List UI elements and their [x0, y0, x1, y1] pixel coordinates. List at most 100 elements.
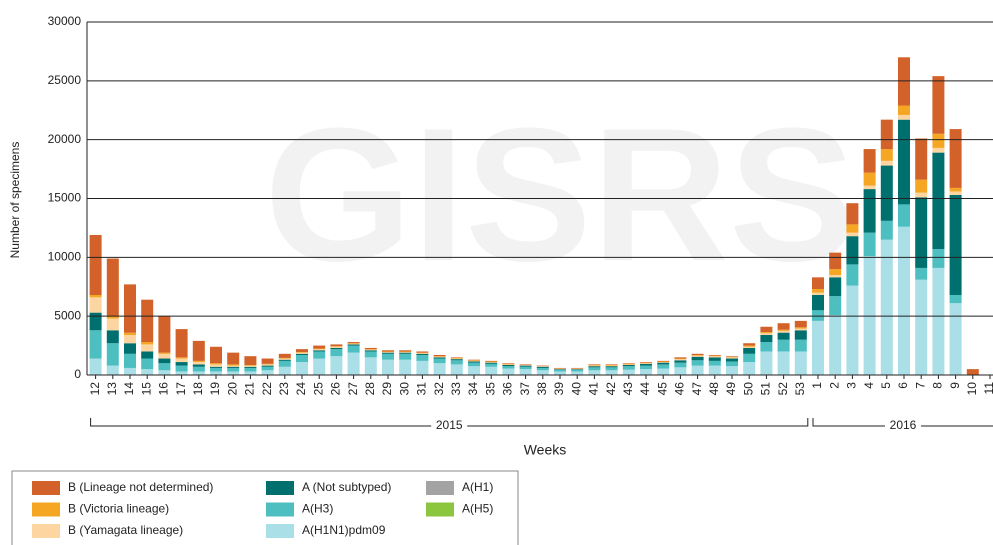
y-tick-label: 15000: [48, 191, 82, 205]
bar-segment: [898, 105, 910, 115]
watermark: GISRS: [264, 89, 855, 301]
bar-segment: [296, 362, 308, 375]
y-tick-label: 5000: [54, 308, 81, 322]
x-tick-label: 41: [587, 382, 601, 396]
bar-segment: [450, 357, 463, 359]
bar-segment: [829, 252, 842, 270]
bar-segment: [812, 292, 824, 295]
bar-segment: [846, 236, 859, 265]
bar-segment: [536, 367, 549, 371]
bar-segment: [622, 363, 635, 364]
bar-segment: [227, 367, 240, 372]
bar-segment: [382, 353, 394, 360]
y-tick-label: 25000: [48, 73, 82, 87]
bar-segment: [416, 353, 429, 355]
x-tick-label: 17: [174, 382, 188, 396]
x-tick-label: 50: [741, 382, 755, 396]
bar-segment: [880, 119, 893, 150]
bar-segment: [450, 364, 463, 375]
x-tick-label: 20: [225, 382, 239, 396]
bar-segment: [227, 365, 240, 367]
bar-segment: [726, 361, 738, 367]
bar-segment: [141, 351, 154, 359]
bar-segment: [158, 316, 171, 353]
x-tick-label: 30: [397, 382, 411, 396]
group-label-bg: [885, 418, 921, 434]
bar-segment: [519, 364, 532, 366]
bar-segment: [622, 363, 635, 365]
bar-segment: [210, 364, 222, 367]
bar-segment: [244, 364, 257, 366]
bar-segment: [691, 356, 704, 361]
x-tick-label: 4: [862, 382, 876, 389]
bar-segment: [124, 334, 136, 344]
bar-segment: [691, 354, 704, 356]
bar-segment: [777, 329, 790, 331]
bar-segment: [708, 360, 721, 366]
bar-segment: [89, 312, 102, 331]
bar-segment: [141, 358, 154, 370]
bar-segment: [915, 192, 928, 198]
bar-segment: [708, 357, 721, 361]
bar-segment: [89, 358, 102, 375]
bar-segment: [399, 350, 412, 352]
bar-segment: [433, 357, 446, 359]
x-tick-label: 49: [724, 382, 738, 396]
legend-swatch: [32, 481, 60, 495]
bar-segment: [812, 320, 824, 375]
x-tick-label: 33: [449, 382, 463, 396]
bar-segment: [760, 342, 773, 352]
x-tick-label: 52: [776, 382, 790, 396]
bar-segment: [915, 267, 928, 280]
bar-segment: [210, 371, 222, 375]
bar-segment: [622, 364, 635, 365]
bar-segment: [846, 285, 859, 375]
bar-segment: [536, 366, 549, 367]
bar-segment: [726, 356, 738, 358]
bar-segment: [657, 368, 670, 375]
bar-segment: [192, 364, 205, 367]
legend-swatch: [266, 481, 294, 495]
bar-segment: [622, 366, 635, 370]
bar-segment: [89, 234, 102, 295]
x-tick-label: 18: [191, 382, 205, 396]
x-tick-label: 5: [879, 382, 893, 389]
x-tick-label: 3: [845, 382, 859, 389]
bar-segment: [330, 344, 343, 347]
x-tick-label: 25: [311, 382, 325, 396]
bar-segment: [433, 358, 446, 364]
bar-segment: [949, 191, 962, 195]
bar-segment: [588, 364, 601, 366]
bar-segment: [640, 369, 652, 375]
bar-segment: [106, 365, 119, 375]
bar-segment: [640, 365, 652, 370]
bar-segment: [450, 357, 463, 358]
legend-label: B (Yamagata lineage): [68, 523, 183, 537]
bar-segment: [777, 330, 790, 333]
bar-segment: [829, 269, 842, 275]
bar-segment: [691, 360, 704, 366]
bar-segment: [966, 369, 979, 375]
bar-segment: [106, 318, 119, 331]
bar-segment: [743, 346, 756, 348]
bar-segment: [261, 370, 274, 375]
bar-segment: [812, 277, 824, 290]
bar-segment: [485, 362, 498, 364]
bar-segment: [330, 349, 343, 357]
bar-segment: [158, 358, 171, 364]
bar-segment: [588, 366, 601, 368]
bar-segment: [674, 360, 687, 363]
bar-segment: [416, 354, 429, 361]
bar-segment: [227, 352, 240, 365]
bar-segment: [519, 366, 532, 370]
x-tick-label: 13: [105, 382, 119, 396]
bar-segment: [141, 342, 154, 345]
bar-segment: [330, 356, 343, 375]
bar-segment: [364, 350, 377, 352]
bar-segment: [571, 371, 584, 375]
bar-segment: [278, 359, 291, 361]
bar-segment: [261, 363, 274, 365]
bar-segment: [674, 358, 687, 360]
bar-segment: [347, 343, 360, 344]
bar-segment: [794, 351, 807, 375]
